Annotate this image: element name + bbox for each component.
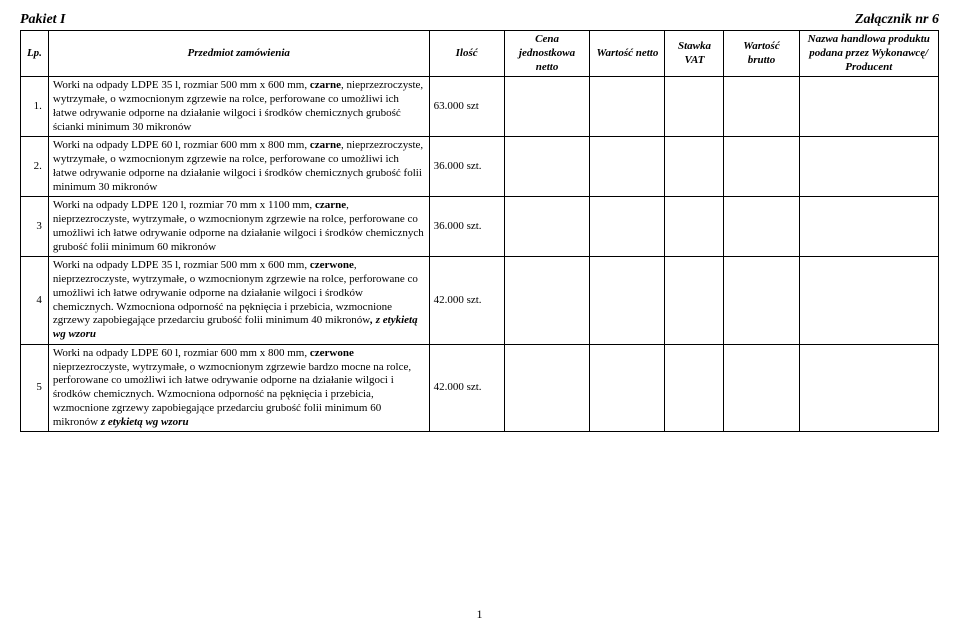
cell-nazwa bbox=[799, 344, 938, 432]
cell-desc: Worki na odpady LDPE 60 l, rozmiar 600 m… bbox=[48, 137, 429, 197]
color-bold: czerwone bbox=[310, 347, 354, 359]
cell-nazwa bbox=[799, 257, 938, 345]
cell-cena bbox=[504, 77, 590, 137]
cell-desc: Worki na odpady LDPE 35 l, rozmiar 500 m… bbox=[48, 257, 429, 345]
cell-nazwa bbox=[799, 197, 938, 257]
color-bold: czerwone bbox=[310, 259, 354, 271]
etykieta-note: z etykietą wg wzoru bbox=[101, 416, 189, 428]
cell-ilosc: 42.000 szt. bbox=[429, 344, 504, 432]
table-row: 3Worki na odpady LDPE 120 l, rozmiar 70 … bbox=[21, 197, 939, 257]
cell-wn bbox=[590, 77, 665, 137]
cell-wb bbox=[724, 137, 799, 197]
table-row: 1.Worki na odpady LDPE 35 l, rozmiar 500… bbox=[21, 77, 939, 137]
header-right: Załącznik nr 6 bbox=[855, 12, 939, 28]
cell-vat bbox=[665, 344, 724, 432]
page-number: 1 bbox=[477, 607, 483, 622]
color-bold: czarne bbox=[310, 139, 341, 151]
cell-vat bbox=[665, 197, 724, 257]
cell-desc: Worki na odpady LDPE 60 l, rozmiar 600 m… bbox=[48, 344, 429, 432]
col-lp: Lp. bbox=[21, 31, 49, 77]
cell-lp: 1. bbox=[21, 77, 49, 137]
cell-nazwa bbox=[799, 137, 938, 197]
cell-desc: Worki na odpady LDPE 35 l, rozmiar 500 m… bbox=[48, 77, 429, 137]
cell-lp: 3 bbox=[21, 197, 49, 257]
cell-cena bbox=[504, 257, 590, 345]
table-row: 5Worki na odpady LDPE 60 l, rozmiar 600 … bbox=[21, 344, 939, 432]
cell-nazwa bbox=[799, 77, 938, 137]
order-table: Lp. Przedmiot zamówienia Ilość Cena jedn… bbox=[20, 30, 939, 432]
header-left: Pakiet I bbox=[20, 12, 66, 28]
cell-vat bbox=[665, 257, 724, 345]
cell-ilosc: 63.000 szt bbox=[429, 77, 504, 137]
cell-vat bbox=[665, 77, 724, 137]
page-header: Pakiet I Załącznik nr 6 bbox=[20, 12, 939, 28]
color-bold: czarne bbox=[315, 199, 346, 211]
etykieta-note: , z etykietą wg wzoru bbox=[53, 314, 418, 340]
cell-wb bbox=[724, 344, 799, 432]
cell-ilosc: 42.000 szt. bbox=[429, 257, 504, 345]
cell-wn bbox=[590, 137, 665, 197]
table-row: 4Worki na odpady LDPE 35 l, rozmiar 500 … bbox=[21, 257, 939, 345]
cell-cena bbox=[504, 344, 590, 432]
cell-cena bbox=[504, 197, 590, 257]
cell-wn bbox=[590, 257, 665, 345]
cell-wb bbox=[724, 257, 799, 345]
cell-vat bbox=[665, 137, 724, 197]
col-vat: Stawka VAT bbox=[665, 31, 724, 77]
cell-desc: Worki na odpady LDPE 120 l, rozmiar 70 m… bbox=[48, 197, 429, 257]
col-desc: Przedmiot zamówienia bbox=[48, 31, 429, 77]
cell-wn bbox=[590, 344, 665, 432]
cell-cena bbox=[504, 137, 590, 197]
table-row: 2.Worki na odpady LDPE 60 l, rozmiar 600… bbox=[21, 137, 939, 197]
cell-wn bbox=[590, 197, 665, 257]
table-header-row: Lp. Przedmiot zamówienia Ilość Cena jedn… bbox=[21, 31, 939, 77]
cell-ilosc: 36.000 szt. bbox=[429, 137, 504, 197]
cell-ilosc: 36.000 szt. bbox=[429, 197, 504, 257]
col-wn: Wartość netto bbox=[590, 31, 665, 77]
col-ilosc: Ilość bbox=[429, 31, 504, 77]
cell-lp: 4 bbox=[21, 257, 49, 345]
cell-lp: 2. bbox=[21, 137, 49, 197]
col-nazwa: Nazwa handlowa produktu podana przez Wyk… bbox=[799, 31, 938, 77]
cell-wb bbox=[724, 197, 799, 257]
cell-wb bbox=[724, 77, 799, 137]
col-cena: Cena jednostkowa netto bbox=[504, 31, 590, 77]
color-bold: czarne bbox=[310, 79, 341, 91]
cell-lp: 5 bbox=[21, 344, 49, 432]
col-wb: Wartość brutto bbox=[724, 31, 799, 77]
